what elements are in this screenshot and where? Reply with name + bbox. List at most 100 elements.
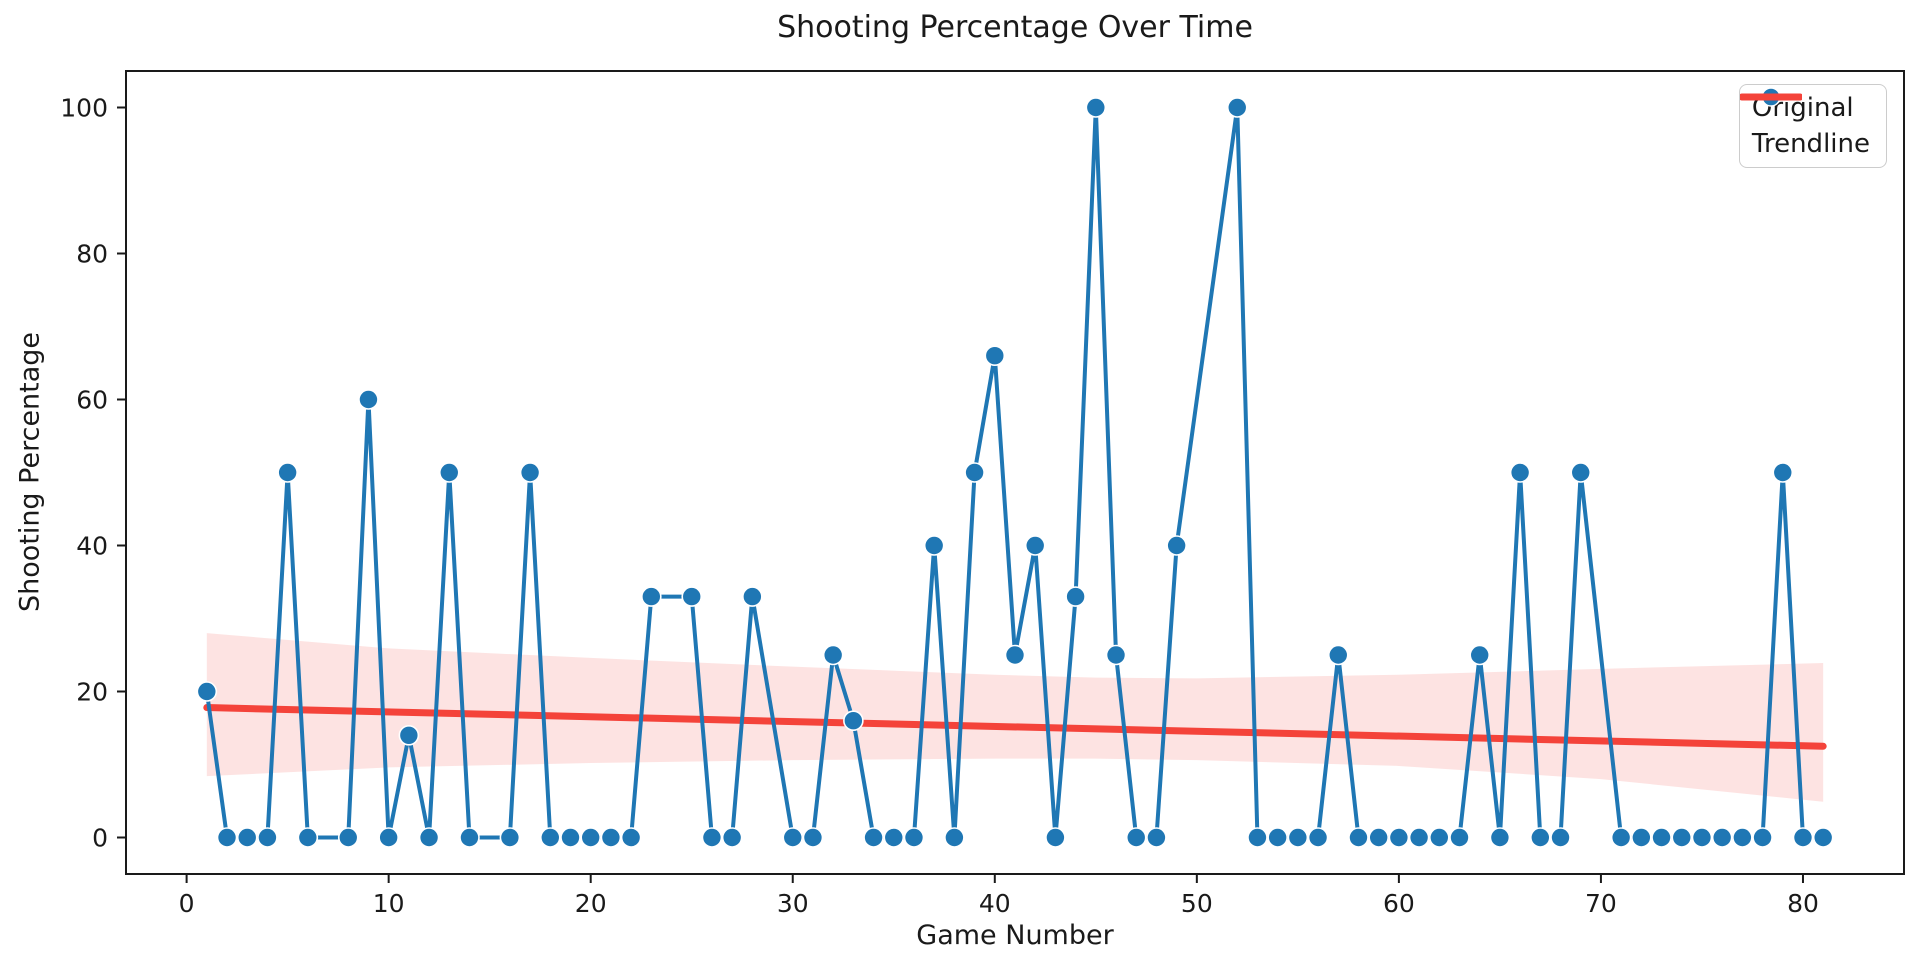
data-point-marker	[964, 462, 985, 483]
data-point-marker	[1449, 827, 1470, 848]
x-tick-label: 50	[1181, 889, 1213, 918]
data-point-marker	[580, 827, 602, 848]
data-point-marker	[641, 586, 662, 607]
data-point-marker	[681, 586, 703, 607]
data-point-marker	[701, 827, 723, 848]
y-tick-label: 20	[76, 678, 108, 707]
data-point-marker	[620, 827, 642, 848]
data-point-marker	[196, 681, 218, 702]
data-point-marker	[1348, 827, 1369, 848]
data-point-marker	[1368, 827, 1389, 848]
data-point-marker	[944, 827, 965, 848]
data-point-marker	[1732, 827, 1753, 848]
data-point-marker	[297, 827, 319, 848]
x-tick-label: 0	[179, 889, 195, 918]
data-point-marker	[1085, 97, 1107, 118]
data-point-marker	[1509, 462, 1531, 483]
data-point-marker	[843, 710, 864, 732]
data-point-marker	[418, 827, 440, 848]
data-point-marker	[459, 827, 480, 848]
data-point-marker	[1772, 462, 1794, 483]
x-tick-label: 80	[1787, 889, 1819, 918]
chart-title: Shooting Percentage Over Time	[777, 10, 1253, 45]
data-point-marker	[1287, 827, 1309, 848]
y-tick-label: 0	[92, 824, 108, 853]
data-point-marker	[1267, 827, 1288, 848]
data-point-marker	[1631, 827, 1652, 848]
data-point-marker	[438, 462, 460, 483]
trendline-swatch	[1739, 93, 1802, 101]
data-point-marker	[1247, 827, 1268, 848]
data-point-marker	[1550, 827, 1571, 848]
data-point-marker	[560, 827, 581, 848]
data-point-marker	[1691, 827, 1713, 848]
data-point-marker	[721, 827, 743, 848]
data-point-marker	[358, 389, 379, 410]
data-point-marker	[1711, 827, 1733, 848]
data-point-marker	[1792, 827, 1814, 848]
data-point-marker	[903, 827, 925, 848]
plot-border	[125, 70, 1905, 875]
data-point-marker	[984, 345, 1006, 367]
data-point-marker	[337, 827, 359, 848]
data-point-marker	[1428, 827, 1450, 848]
x-tick-label: 30	[777, 889, 809, 918]
data-point-marker	[1530, 827, 1551, 848]
y-axis-label: Shooting Percentage	[14, 331, 46, 613]
x-axis-label: Game Number	[916, 920, 1114, 951]
data-point-marker	[539, 827, 561, 848]
data-point-marker	[1469, 644, 1491, 666]
data-point-marker	[1327, 644, 1349, 666]
data-point-marker	[1610, 827, 1632, 848]
data-point-marker	[1146, 827, 1167, 848]
data-point-marker	[883, 827, 905, 848]
data-point-marker	[1024, 535, 1046, 556]
data-point-marker	[499, 827, 521, 848]
data-point-marker	[1408, 827, 1430, 848]
y-tick-label: 80	[76, 240, 108, 269]
x-tick-label: 10	[373, 889, 405, 918]
y-tick-label: 60	[76, 386, 108, 415]
legend: Original Trendline	[1738, 84, 1887, 168]
legend-item-trendline: Trendline	[1739, 93, 1870, 159]
y-tick-label: 100	[60, 94, 108, 123]
data-point-marker	[236, 827, 258, 848]
data-point-marker	[742, 586, 763, 607]
data-point-marker	[1651, 827, 1672, 848]
data-point-marker	[1226, 97, 1248, 118]
data-point-marker	[923, 535, 945, 556]
data-point-marker	[1307, 827, 1329, 848]
data-point-marker	[378, 827, 399, 848]
x-tick-label: 70	[1585, 889, 1617, 918]
data-point-marker	[600, 827, 622, 848]
data-point-marker	[1045, 827, 1066, 848]
trendline-series	[203, 704, 1827, 750]
data-point-marker	[1671, 827, 1693, 848]
data-point-marker	[1388, 827, 1410, 848]
data-point-marker	[1004, 644, 1026, 666]
confidence-band	[206, 633, 1824, 802]
data-point-marker	[216, 827, 238, 848]
data-point-marker	[863, 827, 884, 848]
legend-label-trendline: Trendline	[1751, 129, 1870, 159]
x-tick-label: 20	[575, 889, 607, 918]
data-point-marker	[277, 462, 298, 483]
data-point-marker	[1570, 462, 1592, 483]
data-point-marker	[257, 827, 278, 848]
data-point-marker	[1812, 827, 1834, 848]
data-point-marker	[398, 724, 420, 746]
data-point-marker	[1105, 644, 1127, 666]
x-tick-label: 40	[979, 889, 1011, 918]
data-point-marker	[1065, 586, 1086, 607]
data-point-marker	[1125, 827, 1147, 848]
y-tick-label: 40	[76, 532, 108, 561]
data-point-marker	[519, 462, 541, 483]
data-point-marker	[802, 827, 824, 848]
data-point-marker	[1166, 535, 1187, 556]
data-point-marker	[1489, 827, 1511, 848]
data-point-marker	[782, 827, 804, 848]
data-point-marker	[822, 644, 844, 666]
x-tick-label: 60	[1383, 889, 1415, 918]
